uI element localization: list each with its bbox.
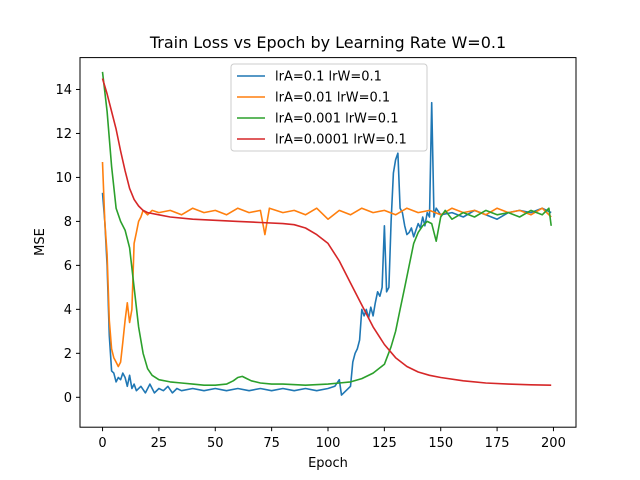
x-axis-ticks: 0 25 50 75 100 125 150 175 200 — [98, 427, 566, 451]
x-tick-label: 150 — [428, 436, 453, 451]
y-tick-label: 4 — [64, 303, 72, 318]
x-tick-label: 50 — [207, 436, 224, 451]
x-tick-label: 0 — [98, 436, 106, 451]
legend-label-1: lrA=0.1 lrW=0.1 — [275, 70, 382, 85]
y-tick-label: 8 — [64, 215, 72, 230]
y-tick-label: 14 — [55, 83, 72, 98]
y-tick-label: 12 — [55, 127, 72, 142]
legend-label-3: lrA=0.001 lrW=0.1 — [275, 112, 398, 127]
legend-label-2: lrA=0.01 lrW=0.1 — [275, 91, 390, 106]
x-tick-label: 175 — [485, 436, 510, 451]
series-line-2 — [101, 161, 552, 368]
x-tick-label: 125 — [372, 436, 397, 451]
y-tick-label: 2 — [64, 347, 72, 362]
y-tick-label: 10 — [55, 171, 72, 186]
legend-items: lrA=0.1 lrW=0.1 lrA=0.01 lrW=0.1 lrA=0.001… — [237, 70, 407, 148]
y-tick-label: 0 — [64, 391, 72, 406]
plot-lines — [101, 71, 552, 396]
x-axis-label: Epoch — [308, 456, 348, 471]
y-axis-label: MSE — [33, 228, 48, 256]
y-tick-label: 6 — [64, 259, 72, 274]
y-axis-ticks: 0 2 4 6 8 10 12 14 — [55, 83, 80, 406]
series-line-3 — [101, 71, 552, 387]
x-tick-label: 100 — [316, 436, 341, 451]
chart-title: Train Loss vs Epoch by Learning Rate W=0… — [149, 33, 506, 52]
series-line-4 — [101, 78, 552, 386]
legend-box — [230, 63, 428, 152]
x-tick-label: 75 — [263, 436, 280, 451]
legend: lrA=0.1 lrW=0.1 lrA=0.01 lrW=0.1 lrA=0.001… — [230, 63, 428, 152]
legend-label-4: lrA=0.0001 lrW=0.1 — [275, 133, 407, 148]
x-tick-label: 200 — [541, 436, 566, 451]
x-tick-label: 25 — [151, 436, 168, 451]
series-line-1 — [101, 101, 552, 396]
